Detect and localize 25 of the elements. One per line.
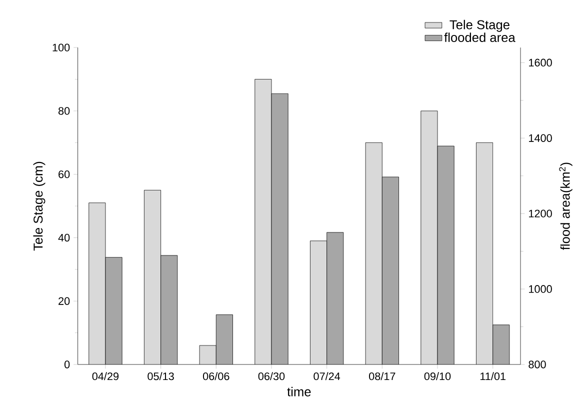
- y-tick-label: 20: [58, 297, 70, 305]
- y-tick-label: 0: [64, 360, 70, 368]
- y2-tick-label: 1200: [529, 210, 552, 218]
- x-tick-label: 08/17: [369, 372, 396, 380]
- y2-tick-label: 1600: [529, 58, 552, 66]
- y2-tick-label: 800: [528, 360, 546, 368]
- legend-label: flooded area: [444, 32, 516, 42]
- legend-label: Tele Stage: [450, 20, 510, 32]
- x-tick-label: 09/10: [424, 372, 451, 380]
- y-tick-label: 80: [58, 107, 70, 115]
- x-tick-label: 07/24: [314, 372, 340, 380]
- x-tick-label: 11/01: [480, 372, 506, 380]
- x-tick-label: 06/30: [258, 372, 285, 380]
- bar: [476, 142, 494, 364]
- y2-axis-title: flood area(km$^{2}$): [559, 162, 572, 250]
- x-tick-label: 05/13: [148, 372, 174, 380]
- y-tick-label: 100: [52, 44, 70, 52]
- y-tick-label: 60: [58, 170, 70, 178]
- x-tick-label: 04/29: [92, 372, 119, 380]
- x-tick-label: 06/06: [202, 372, 230, 380]
- y-tick-label: 40: [58, 234, 70, 242]
- x-axis-title: time: [287, 386, 311, 396]
- y2-tick-label: 1000: [529, 285, 552, 293]
- y2-tick-label: 1400: [529, 134, 552, 142]
- y-axis-title: Tele Stage (cm): [33, 162, 46, 251]
